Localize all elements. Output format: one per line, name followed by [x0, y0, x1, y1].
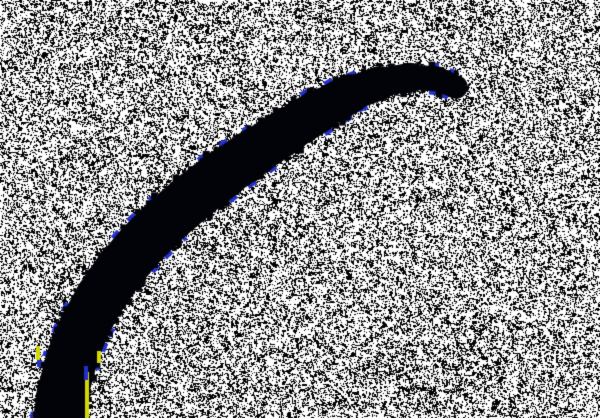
noise-image-frame: [0, 0, 600, 418]
noise-bitmap-canvas: [0, 0, 600, 418]
